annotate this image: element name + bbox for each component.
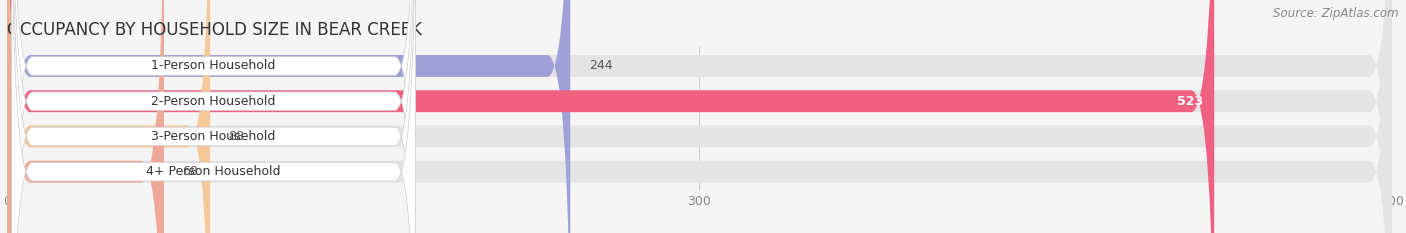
Text: 1-Person Household: 1-Person Household bbox=[152, 59, 276, 72]
Text: OCCUPANCY BY HOUSEHOLD SIZE IN BEAR CREEK: OCCUPANCY BY HOUSEHOLD SIZE IN BEAR CREE… bbox=[7, 21, 422, 39]
Text: 3-Person Household: 3-Person Household bbox=[152, 130, 276, 143]
FancyBboxPatch shape bbox=[11, 0, 416, 233]
FancyBboxPatch shape bbox=[11, 0, 416, 233]
Text: 4+ Person Household: 4+ Person Household bbox=[146, 165, 281, 178]
FancyBboxPatch shape bbox=[7, 0, 1392, 233]
FancyBboxPatch shape bbox=[7, 0, 571, 233]
FancyBboxPatch shape bbox=[11, 0, 416, 233]
FancyBboxPatch shape bbox=[11, 0, 416, 233]
Text: 88: 88 bbox=[229, 130, 245, 143]
Text: 523: 523 bbox=[1177, 95, 1202, 108]
FancyBboxPatch shape bbox=[7, 0, 165, 233]
FancyBboxPatch shape bbox=[7, 0, 1215, 233]
FancyBboxPatch shape bbox=[7, 0, 1392, 233]
FancyBboxPatch shape bbox=[7, 0, 1392, 233]
Text: Source: ZipAtlas.com: Source: ZipAtlas.com bbox=[1274, 7, 1399, 20]
FancyBboxPatch shape bbox=[7, 0, 1392, 233]
Text: 2-Person Household: 2-Person Household bbox=[152, 95, 276, 108]
Text: 68: 68 bbox=[183, 165, 198, 178]
FancyBboxPatch shape bbox=[7, 0, 209, 233]
Text: 244: 244 bbox=[589, 59, 613, 72]
